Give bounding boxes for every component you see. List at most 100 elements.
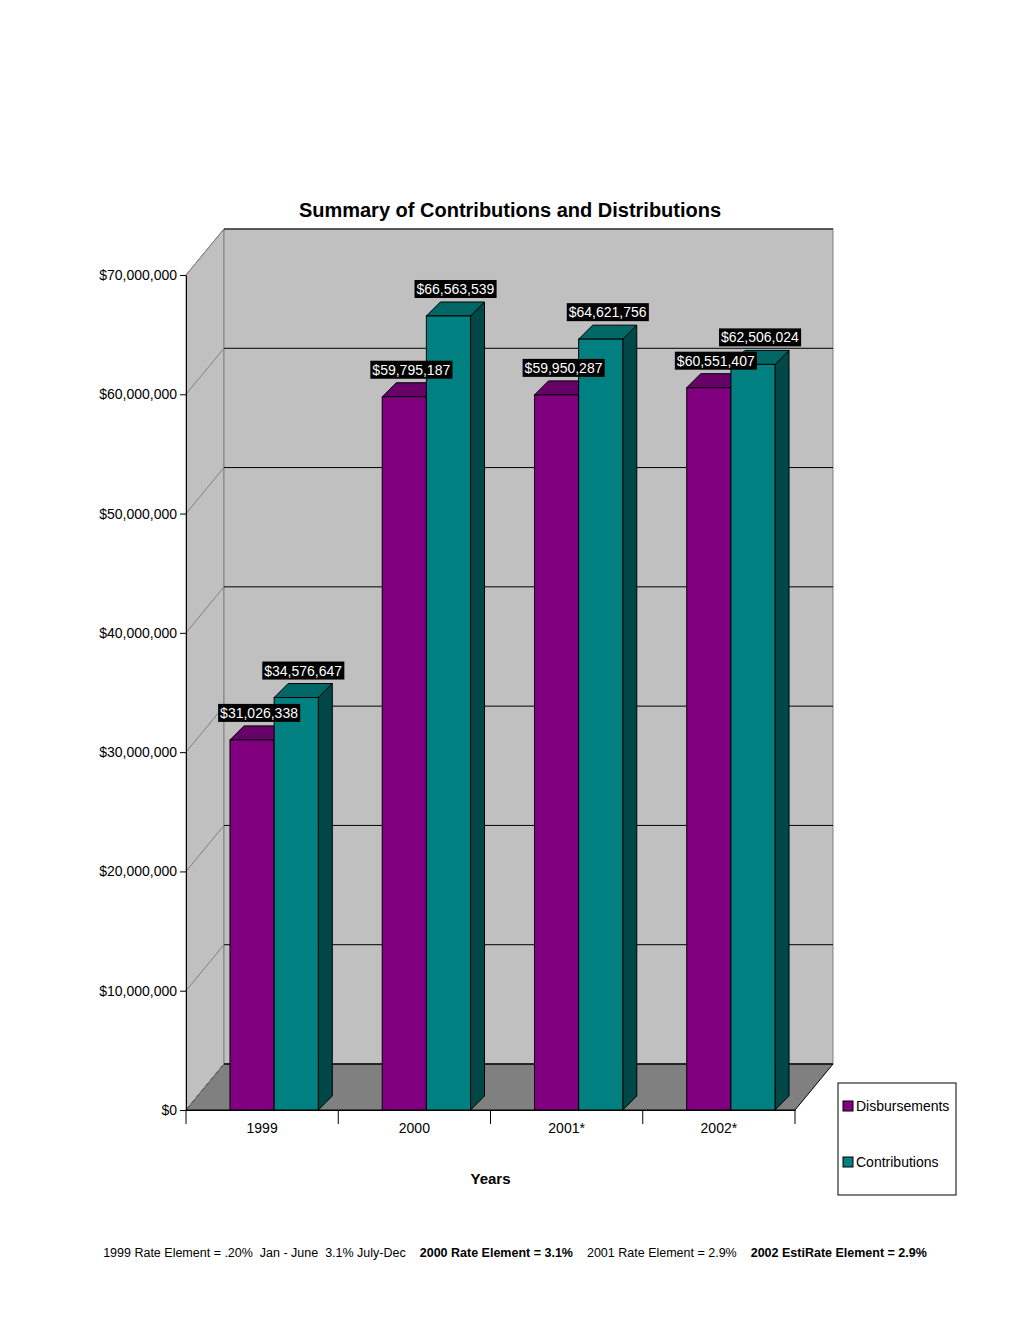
x-separator — [186, 1110, 187, 1124]
grid — [186, 229, 833, 1110]
data-label-group: $31,026,338 — [218, 704, 300, 722]
bar-3d — [731, 350, 789, 1110]
legend-label: Contributions — [856, 1154, 939, 1170]
left-wall — [186, 229, 224, 1110]
data-label: $31,026,338 — [220, 705, 298, 721]
data-label: $62,506,024 — [721, 329, 799, 345]
y-tick-mark — [180, 752, 186, 753]
x-tick: 2002* — [701, 1110, 738, 1136]
x-separator — [338, 1110, 339, 1124]
grid-line-side — [186, 468, 224, 514]
bars-inner — [230, 302, 789, 1110]
y-tick-mark — [180, 514, 186, 515]
x-axis-title: Years — [470, 1170, 510, 1187]
x-tick-label: 2002* — [701, 1120, 738, 1136]
y-tick-label: $40,000,000 — [99, 625, 177, 641]
bar-3d — [426, 302, 484, 1110]
legend-swatch — [843, 1157, 853, 1167]
data-label: $60,551,407 — [677, 353, 755, 369]
y-tick: $0 — [161, 1102, 186, 1118]
x-separator — [642, 1110, 643, 1124]
data-label-bg — [218, 704, 300, 722]
x-tick-label: 2000 — [399, 1120, 430, 1136]
x-separators — [186, 1110, 795, 1124]
bar-side — [775, 350, 789, 1110]
grid-line — [224, 348, 833, 349]
bar — [687, 388, 731, 1110]
y-tick-label: $10,000,000 — [99, 983, 177, 999]
data-label-bg — [415, 280, 497, 298]
bar — [274, 698, 318, 1110]
chart-title: Summary of Contributions and Distributio… — [299, 199, 721, 221]
y-tick-mark — [180, 871, 186, 872]
data-label-group: $59,795,187 — [370, 361, 452, 379]
footnote: 1999 Rate Element = .20% Jan - June 3.1%… — [103, 1246, 927, 1260]
legend-label: Disbursements — [856, 1098, 949, 1114]
data-label: $59,795,187 — [372, 362, 450, 378]
grid-line-side — [186, 945, 224, 991]
y-tick-label: $70,000,000 — [99, 267, 177, 283]
x-tick: 2000 — [399, 1110, 430, 1136]
grid-line — [224, 229, 833, 230]
legend-swatch — [843, 1101, 853, 1111]
data-label-group: $60,551,407 — [675, 352, 757, 370]
y-tick-label: $20,000,000 — [99, 863, 177, 879]
y-tick-label: $30,000,000 — [99, 744, 177, 760]
data-labels: $31,026,338$59,795,187$59,950,287$60,551… — [218, 280, 801, 722]
footnote-part: 1999 Rate Element = .20% Jan - June 3.1%… — [103, 1246, 406, 1260]
bar — [426, 316, 470, 1110]
bar-top — [274, 684, 332, 698]
chart: Summary of Contributions and Distributio… — [0, 0, 1020, 1320]
grid-line-side — [186, 825, 224, 871]
x-tick: 1999 — [247, 1110, 278, 1136]
data-label: $66,563,539 — [417, 281, 495, 297]
bar — [230, 740, 274, 1110]
y-tick-mark — [180, 394, 186, 395]
data-label-group: $66,563,539 — [415, 280, 497, 298]
x-tick-label: 2001* — [548, 1120, 585, 1136]
bar — [382, 397, 426, 1110]
footnote-part: 2001 Rate Element = 2.9% — [587, 1246, 737, 1260]
data-label-bg — [675, 352, 757, 370]
grid-line-side — [186, 587, 224, 633]
data-label-bg — [370, 361, 452, 379]
y-tick: $10,000,000 — [99, 983, 186, 999]
bars — [230, 302, 789, 1110]
y-axis-line — [186, 276, 187, 1111]
x-tick: 2001* — [548, 1110, 585, 1136]
y-tick-label: $60,000,000 — [99, 386, 177, 402]
plot-walls — [186, 229, 833, 1110]
grid-line-side — [186, 1064, 224, 1110]
bar-side — [318, 684, 332, 1110]
y-tick: $30,000,000 — [99, 744, 186, 760]
x-separator — [795, 1110, 796, 1124]
data-label-group: $34,576,647 — [262, 662, 344, 680]
footnote-part: 2002 EstiRate Element = 2.9% — [751, 1246, 927, 1260]
bar — [579, 339, 623, 1110]
data-label-bg — [262, 662, 344, 680]
data-label-group: $64,621,756 — [567, 303, 649, 321]
y-tick-mark — [180, 633, 186, 634]
grid-line-side — [186, 229, 224, 275]
y-tick-mark — [180, 1110, 186, 1111]
data-label-bg — [719, 328, 801, 346]
bar-side — [471, 302, 485, 1110]
footnote-part: 2000 Rate Element = 3.1% — [420, 1246, 573, 1260]
y-tick-label: $50,000,000 — [99, 506, 177, 522]
y-tick-mark — [180, 275, 186, 276]
data-label: $34,576,647 — [264, 663, 342, 679]
x-tick-label: 1999 — [247, 1120, 278, 1136]
y-tick: $70,000,000 — [99, 267, 186, 283]
bar — [731, 364, 775, 1110]
bar-top — [426, 302, 484, 316]
y-tick-mark — [180, 991, 186, 992]
legend: Disbursements Contributions — [838, 1083, 956, 1195]
y-tick-label: $0 — [161, 1102, 177, 1118]
y-tick: $60,000,000 — [99, 386, 186, 402]
y-tick: $50,000,000 — [99, 506, 186, 522]
data-label-group: $62,506,024 — [719, 328, 801, 346]
bar-top — [579, 325, 637, 339]
data-label-bg — [523, 359, 605, 377]
data-label: $64,621,756 — [569, 304, 647, 320]
bar-side — [623, 325, 637, 1110]
